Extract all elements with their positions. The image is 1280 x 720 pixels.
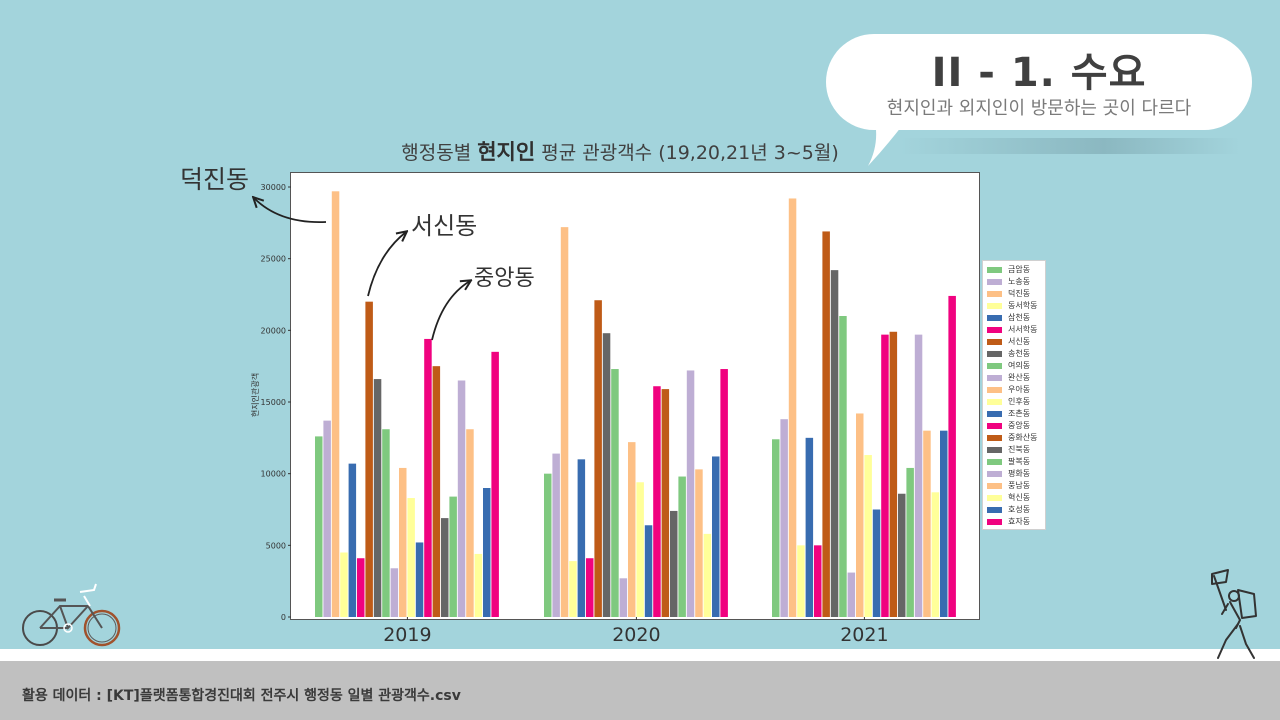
y-tick-label: 0 xyxy=(281,613,286,622)
legend-swatch xyxy=(987,339,1002,345)
legend-label: 노송동 xyxy=(1008,277,1031,286)
legend-label: 인후동 xyxy=(1008,397,1031,406)
annotation-jungang: 중앙동 xyxy=(474,266,535,291)
slide-subtitle: 현지인과 외지인이 방문하는 곳이 다르다 xyxy=(886,98,1192,119)
plot-area xyxy=(290,172,980,620)
slide-title: II - 1. 수요 xyxy=(931,50,1147,96)
legend-label: 중앙동 xyxy=(1008,421,1031,430)
legend-swatch xyxy=(987,375,1002,381)
x-tick-label: 2021 xyxy=(840,624,888,646)
legend-label: 호성동 xyxy=(1008,505,1031,514)
footer-source: 활용 데이터 : [KT]플랫폼통합경진대회 전주시 행정동 일별 관광객수.c… xyxy=(22,688,461,704)
y-axis-label: 현지인관광객 xyxy=(250,373,260,417)
y-tick-label: 5000 xyxy=(266,541,286,550)
legend-label: 풍남동 xyxy=(1008,481,1031,490)
x-tick-label: 2020 xyxy=(612,624,660,646)
bicycle-icon xyxy=(22,583,121,647)
chart-title-prefix: 행정동별 xyxy=(401,142,478,164)
footer-strip xyxy=(0,649,1280,661)
legend-swatch xyxy=(987,495,1002,501)
legend-label: 서서학동 xyxy=(1008,325,1038,334)
chart-title-suffix: 평균 관광객수 (19,20,21년 3~5월) xyxy=(535,142,839,164)
legend-swatch xyxy=(987,447,1002,453)
legend-swatch xyxy=(987,363,1002,369)
legend-label: 팔복동 xyxy=(1008,457,1031,466)
y-tick-label: 10000 xyxy=(261,470,286,479)
chart-title: 행정동별 현지인 평균 관광객수 (19,20,21년 3~5월) xyxy=(280,136,960,166)
legend-swatch xyxy=(987,315,1002,321)
legend-label: 삼천동 xyxy=(1008,313,1031,322)
legend-swatch xyxy=(987,303,1002,309)
legend-label: 동서학동 xyxy=(1008,301,1038,310)
legend-label: 여의동 xyxy=(1008,361,1031,370)
bubble-shadow xyxy=(900,138,1240,154)
annotation-seosin: 서신동 xyxy=(411,212,478,240)
x-tick-label: 2019 xyxy=(383,624,431,646)
legend-label: 완산동 xyxy=(1008,373,1031,382)
legend-label: 금암동 xyxy=(1008,265,1031,274)
legend-swatch xyxy=(987,483,1002,489)
y-tick-label: 30000 xyxy=(261,183,286,192)
legend-swatch xyxy=(987,435,1002,441)
legend-label: 송천동 xyxy=(1008,349,1031,358)
legend-label: 중화산동 xyxy=(1008,433,1038,442)
legend-swatch xyxy=(987,387,1002,393)
chart-title-bold: 현지인 xyxy=(477,140,536,164)
legend-label: 효자동 xyxy=(1008,517,1031,526)
legend-swatch xyxy=(987,411,1002,417)
y-tick-label: 25000 xyxy=(261,255,286,264)
legend-swatch xyxy=(987,267,1002,273)
legend-label: 우아동 xyxy=(1008,385,1031,394)
legend-swatch xyxy=(987,423,1002,429)
y-tick-label: 15000 xyxy=(261,398,286,407)
legend-label: 조촌동 xyxy=(1008,409,1031,418)
hiker-icon xyxy=(1211,569,1257,659)
legend-swatch xyxy=(987,519,1002,525)
legend-swatch xyxy=(987,471,1002,477)
legend-swatch xyxy=(987,291,1002,297)
footer xyxy=(0,661,1280,720)
legend-swatch xyxy=(987,399,1002,405)
legend-label: 서신동 xyxy=(1008,337,1031,346)
legend-label: 혁신동 xyxy=(1008,493,1031,502)
legend-label: 덕진동 xyxy=(1008,289,1031,298)
annotation-deokjin: 덕진동 xyxy=(180,165,250,194)
legend-swatch xyxy=(987,459,1002,465)
legend-label: 평화동 xyxy=(1008,469,1031,478)
legend-swatch xyxy=(987,507,1002,513)
legend-swatch xyxy=(987,279,1002,285)
y-tick-label: 20000 xyxy=(261,326,286,335)
legend-swatch xyxy=(987,351,1002,357)
legend-label: 진북동 xyxy=(1008,445,1031,454)
bubble-tail xyxy=(868,110,914,166)
legend-swatch xyxy=(987,327,1002,333)
